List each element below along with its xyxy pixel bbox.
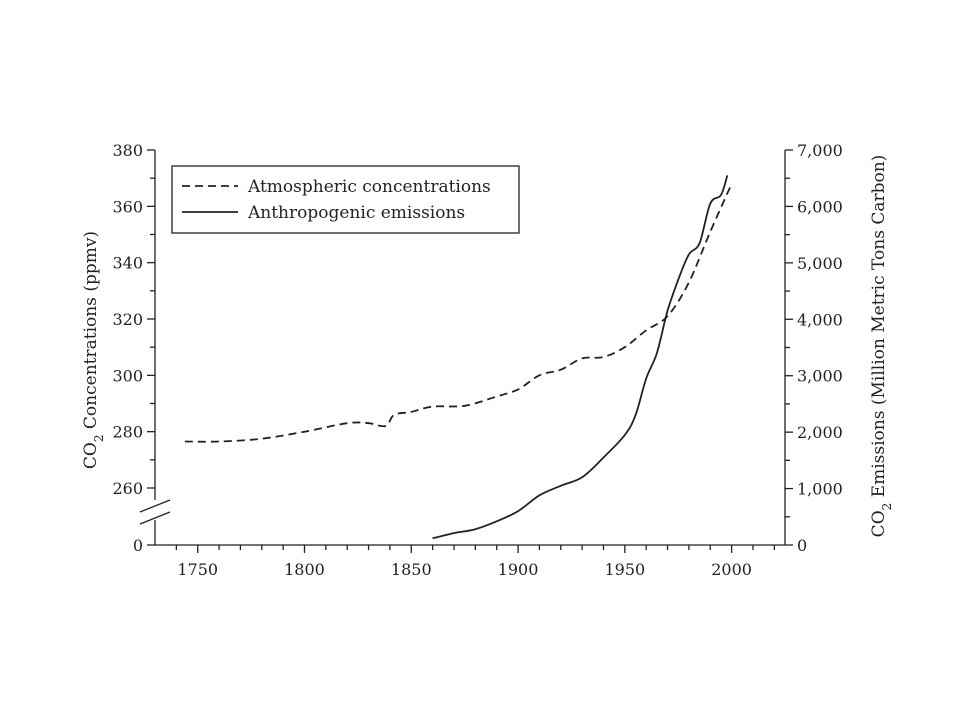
y-left-tick-label: 0: [133, 536, 143, 555]
series-line-anthropogenic: [432, 175, 729, 540]
axis-break-mark-1: [139, 499, 171, 513]
y-right-tick-label: 3,000: [797, 367, 843, 386]
ticks: 1750 1800 1850 1900 1950 2000 0 260 280 300 320 340…: [112, 141, 842, 579]
y-right-title-sub: 2: [880, 503, 894, 511]
y-left-title-sub: 2: [92, 434, 106, 442]
y-left-title-rest: Concentrations (ppmv): [81, 231, 101, 435]
x-tick-label: 1850: [391, 560, 432, 579]
y-left-tick-label: 340: [112, 254, 143, 273]
y-left-tick-label: 320: [112, 310, 143, 329]
y-right-title-rest: Emissions (Million Metric Tons Carbon): [869, 155, 889, 503]
y-left-tick-label: 360: [112, 197, 143, 216]
series-line-atmospheric: [184, 183, 733, 443]
y-right-tick-label: 7,000: [797, 141, 843, 160]
y-right-tick-label: 2,000: [797, 423, 843, 442]
y-left-tick-label: 380: [112, 141, 143, 160]
y-right-title-co: CO: [869, 510, 889, 537]
series-layer: [184, 175, 733, 540]
y-right-tick-label: 0: [797, 536, 807, 555]
x-tick-label: 2000: [711, 560, 752, 579]
y-left-tick-label: 280: [112, 423, 143, 442]
y-left-title-co: CO: [81, 442, 101, 469]
x-tick-label: 1750: [177, 560, 218, 579]
y-left-axis-title: CO2 Concentrations (ppmv): [81, 231, 106, 469]
legend-label-atmospheric: Atmospheric concentrations: [247, 177, 491, 197]
x-tick-label: 1800: [284, 560, 325, 579]
y-right-tick-label: 1,000: [797, 480, 843, 499]
y-right-tick-label: 4,000: [797, 310, 843, 329]
legend-label-anthropogenic: Anthropogenic emissions: [247, 203, 465, 223]
y-left-tick-label: 300: [112, 366, 143, 385]
axis-break-mark-2: [139, 511, 171, 525]
x-tick-label: 1950: [604, 560, 645, 579]
y-right-tick-label: 6,000: [797, 197, 843, 216]
legend-box: [171, 165, 520, 234]
x-tick-label: 1900: [498, 560, 539, 579]
y-left-tick-label: 260: [112, 479, 143, 498]
y-right-axis-title: CO2 Emissions (Million Metric Tons Carbo…: [869, 155, 894, 538]
legend: Atmospheric concentrations Anthropogenic…: [171, 165, 520, 234]
y-right-tick-label: 5,000: [797, 254, 843, 273]
